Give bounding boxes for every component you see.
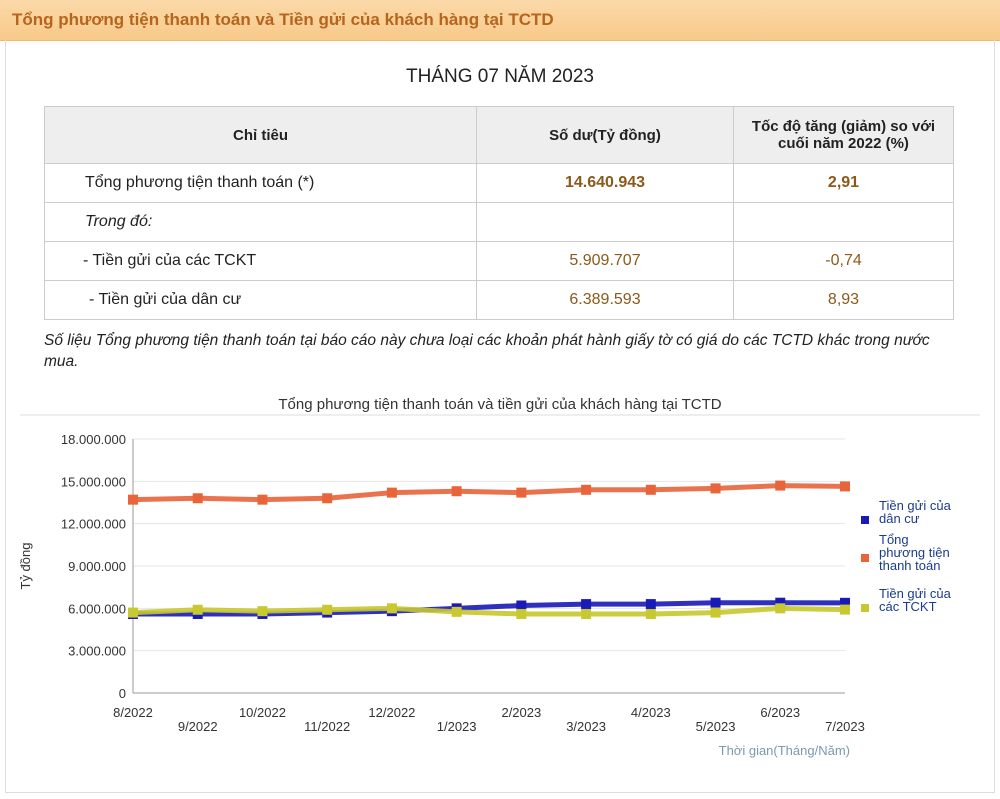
data-point — [645, 608, 656, 619]
legend-marker — [861, 554, 869, 562]
x-tick-label: 7/2023 — [825, 719, 865, 734]
data-point — [128, 494, 138, 505]
header-bar: Tổng phương tiện thanh toán và Tiền gửi … — [0, 0, 1000, 41]
row-label: Tổng phương tiện thanh toán (*) — [44, 163, 477, 203]
data-point — [516, 487, 527, 498]
x-tick-label: 6/2023 — [760, 705, 800, 720]
series-line — [133, 600, 846, 617]
data-point — [128, 607, 138, 618]
data-point — [322, 604, 333, 615]
row-label: Trong đó: — [44, 202, 477, 242]
row-change: 2,91 — [733, 163, 954, 203]
row-value: 5.909.707 — [476, 241, 734, 281]
data-point — [775, 597, 786, 608]
x-tick-label: 1/2023 — [437, 719, 477, 734]
x-tick-label: 10/2022 — [239, 705, 286, 720]
data-point — [775, 603, 786, 614]
table-row: - Tiền gửi của các TCKT 5.909.707 -0,74 — [44, 241, 954, 281]
x-tick-label: 3/2023 — [566, 719, 606, 734]
y-tick-label: 18.000.000 — [61, 432, 126, 447]
data-point — [840, 481, 850, 492]
row-change — [733, 202, 954, 242]
table-row: Tổng phương tiện thanh toán (*) 14.640.94… — [44, 163, 954, 203]
data-point — [775, 480, 786, 491]
data-point — [451, 486, 462, 497]
x-tick-label: 2/2023 — [501, 705, 541, 720]
row-value — [476, 202, 734, 242]
series-line — [132, 483, 846, 503]
y-tick-label: 9.000.000 — [68, 559, 126, 574]
data-point — [516, 608, 527, 619]
x-tick-label: 5/2023 — [696, 719, 736, 734]
data-point — [645, 599, 656, 610]
row-label: - Tiền gửi của các TCKT — [44, 241, 477, 281]
data-point — [710, 483, 721, 494]
y-tick-label: 12.000.000 — [61, 517, 126, 532]
y-tick-label: 15.000.000 — [61, 474, 126, 489]
col-header: Số dư(Tỷ đồng) — [476, 106, 734, 164]
data-point — [257, 494, 268, 505]
chart-title: Tổng phương tiện thanh toán và tiền gửi … — [278, 396, 721, 413]
data-point — [192, 604, 203, 615]
x-tick-label: 4/2023 — [631, 705, 671, 720]
y-axis-label: Tỷ đồng — [18, 543, 33, 590]
x-tick-label: 12/2022 — [368, 705, 415, 720]
data-point — [516, 600, 527, 611]
row-value: 14.640.943 — [476, 163, 734, 203]
data-point — [322, 493, 333, 504]
row-value: 6.389.593 — [476, 280, 734, 320]
y-tick-label: 3.000.000 — [68, 644, 126, 659]
x-tick-label: 9/2022 — [178, 719, 218, 734]
y-tick-label: 0 — [119, 686, 126, 701]
legend-marker — [861, 516, 869, 524]
table-row: Trong đó: — [44, 202, 954, 242]
col-header: Chỉ tiêu — [44, 106, 477, 164]
data-point — [386, 487, 397, 498]
data-point — [386, 603, 397, 614]
x-tick-label: 8/2022 — [113, 705, 153, 720]
row-change: 8,93 — [733, 280, 954, 320]
content-frame — [5, 40, 995, 793]
legend-label: Tổng phương tiện thanh toán — [879, 532, 950, 573]
report-month: THÁNG 07 NĂM 2023 — [406, 66, 594, 87]
data-point — [581, 608, 592, 619]
row-change: -0,74 — [733, 241, 954, 281]
report-table: Chỉ tiêu Số dư(Tỷ đồng) Tốc độ tăng (giảm)… — [44, 106, 954, 320]
data-point — [840, 604, 850, 615]
report-note: Số liệu Tổng phương tiện thanh toán tại … — [44, 332, 930, 370]
data-point — [710, 607, 721, 618]
table-row: - Tiền gửi của dân cư 6.389.593 8,93 — [44, 280, 954, 320]
data-point — [581, 484, 592, 495]
legend-label: Tiền gửi của các TCKT — [879, 586, 952, 614]
x-tick-label: 11/2022 — [304, 719, 350, 734]
series-line — [132, 605, 846, 617]
legend-marker — [861, 604, 869, 612]
line-chart: Tổng phương tiện thanh toán và tiền gửi … — [18, 396, 980, 758]
data-point — [192, 493, 203, 504]
y-tick-label: 6.000.000 — [68, 601, 126, 616]
data-point — [257, 606, 268, 617]
data-point — [645, 484, 656, 495]
data-point — [581, 599, 592, 610]
col-header: Tốc độ tăng (giảm) so với cuối năm 2022 … — [733, 106, 954, 164]
x-axis-label: Thời gian(Tháng/Năm) — [719, 743, 850, 758]
data-point — [451, 606, 462, 617]
header-title: Tổng phương tiện thanh toán và Tiền gửi … — [12, 10, 554, 29]
row-label: - Tiền gửi của dân cư — [44, 280, 477, 320]
data-point — [840, 597, 850, 608]
legend-label: Tiền gửi của dân cư — [879, 498, 952, 526]
data-point — [710, 597, 721, 608]
